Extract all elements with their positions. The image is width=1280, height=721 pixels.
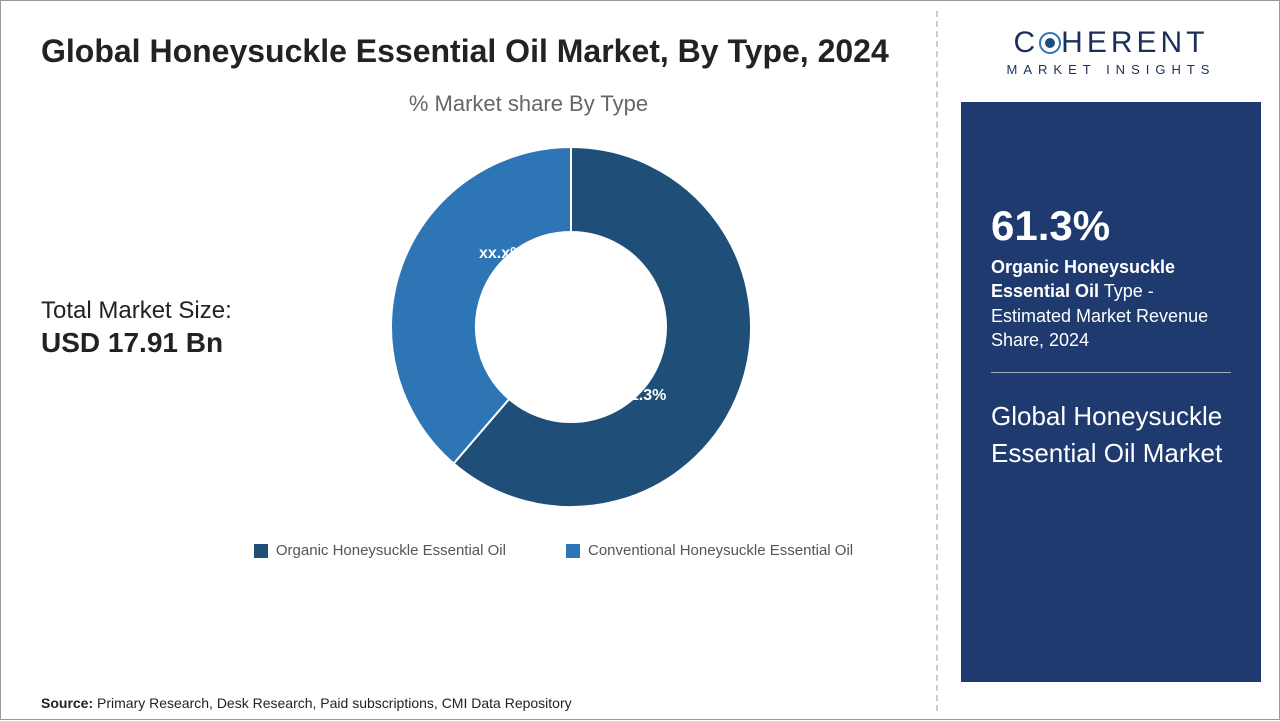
legend-text: Organic Honeysuckle Essential Oil [276, 542, 506, 559]
donut-chart: 61.3% xx.x% [371, 127, 771, 527]
slice-label-organic: 61.3% [621, 387, 666, 405]
legend-swatch [254, 544, 268, 558]
chart-title: Global Honeysuckle Essential Oil Market,… [41, 31, 916, 71]
callout-description: Organic Honeysuckle Essential Oil Type -… [991, 255, 1231, 352]
market-size-value: USD 17.91 Bn [41, 327, 341, 359]
callout-market-name: Global Honeysuckle Essential Oil Market [991, 398, 1231, 471]
legend-swatch [566, 544, 580, 558]
market-size-label: Total Market Size: [41, 295, 341, 326]
source-line: Source: Primary Research, Desk Research,… [41, 695, 572, 711]
legend-item-conventional: Conventional Honeysuckle Essential Oil [566, 542, 853, 559]
source-text: Primary Research, Desk Research, Paid su… [93, 695, 572, 711]
callout-percentage: 61.3% [991, 202, 1231, 250]
source-label: Source: [41, 695, 93, 711]
logo-tagline: MARKET INSIGHTS [961, 62, 1261, 77]
sidebar: CHERENT MARKET INSIGHTS 61.3% Organic Ho… [951, 1, 1271, 721]
callout-panel: 61.3% Organic Honeysuckle Essential Oil … [961, 102, 1261, 682]
logo-wordmark: CHERENT [961, 26, 1261, 60]
market-size-block: Total Market Size: USD 17.91 Bn [41, 295, 341, 358]
main-panel: Global Honeysuckle Essential Oil Market,… [1, 1, 936, 721]
legend-text: Conventional Honeysuckle Essential Oil [588, 542, 853, 559]
vertical-divider [936, 11, 938, 711]
slice-label-conventional: xx.x% [479, 245, 524, 263]
company-logo: CHERENT MARKET INSIGHTS [951, 1, 1271, 92]
legend-item-organic: Organic Honeysuckle Essential Oil [254, 542, 506, 559]
chart-subtitle: % Market share By Type [141, 91, 916, 117]
chart-row: Total Market Size: USD 17.91 Bn 61.3% xx… [41, 127, 916, 527]
logo-globe-icon [1039, 28, 1061, 50]
callout-divider [991, 372, 1231, 373]
legend: Organic Honeysuckle Essential Oil Conven… [191, 542, 916, 559]
